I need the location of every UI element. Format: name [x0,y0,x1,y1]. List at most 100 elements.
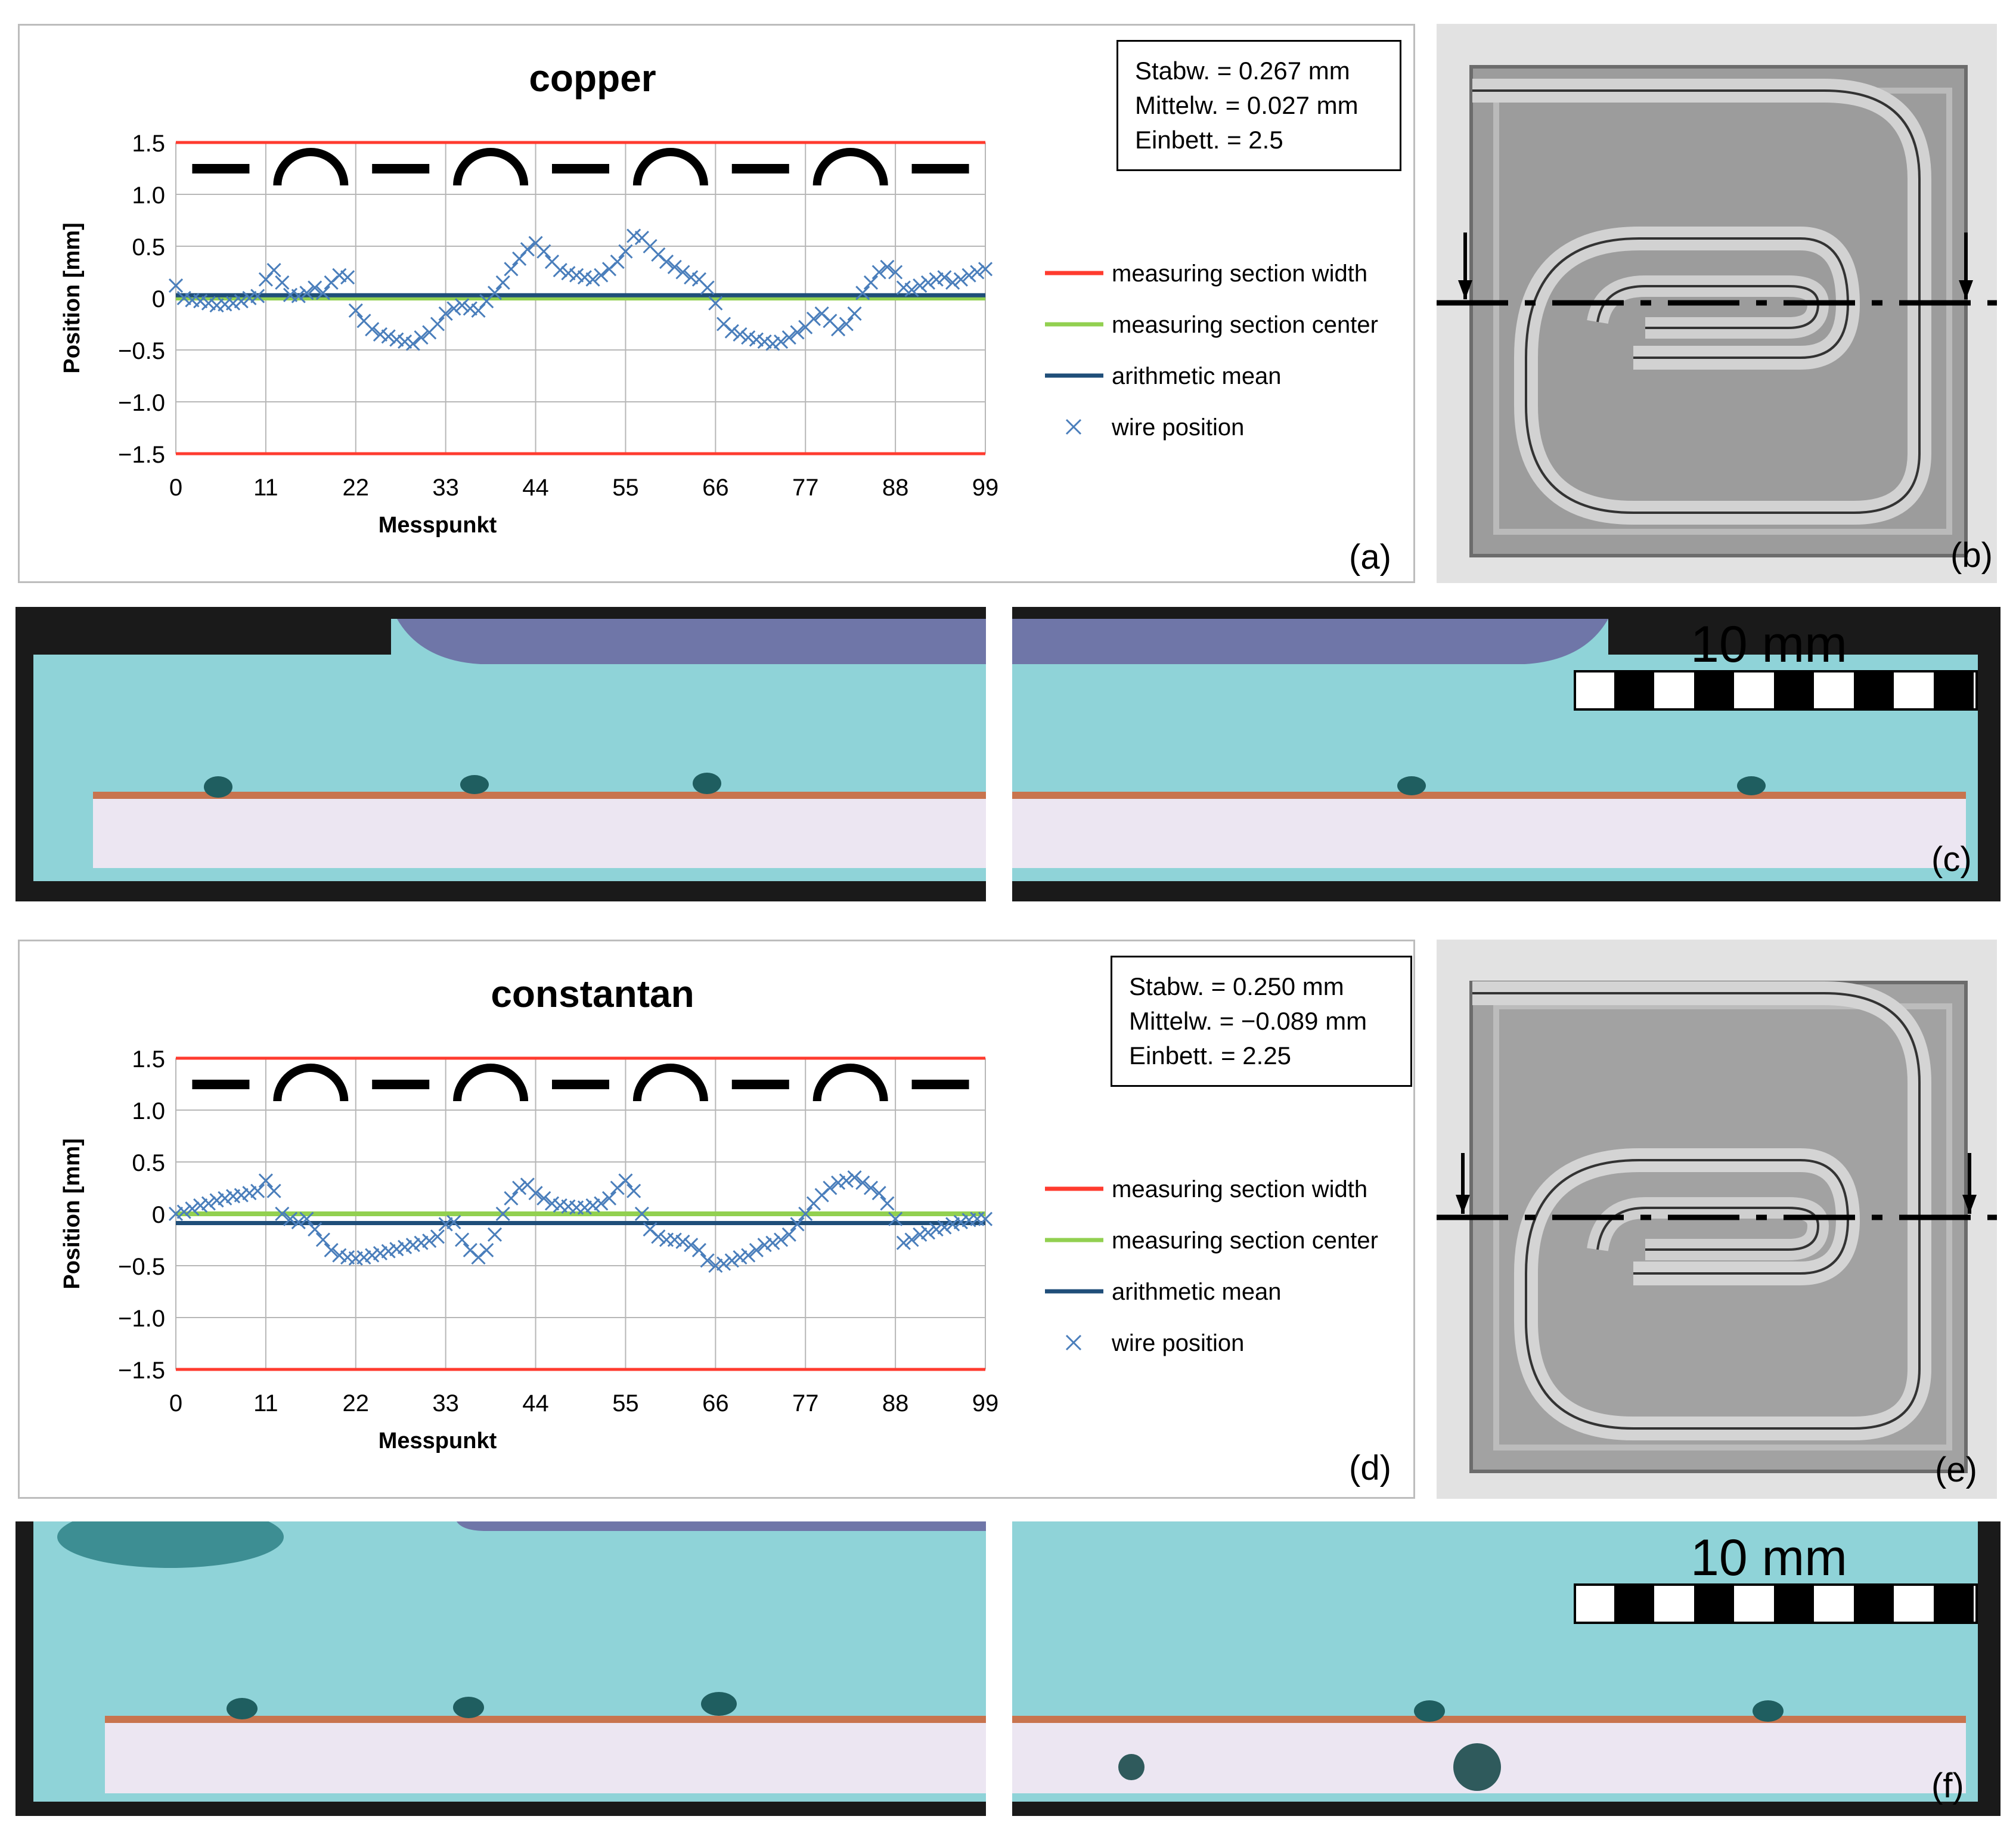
data-point [585,1198,600,1213]
data-point-stroke [594,268,609,283]
data-point-stroke [733,1250,748,1265]
data-point-stroke [315,286,330,300]
data-point [651,1229,666,1244]
stat-mittelw: Mittelw. = 0.027 mm [1135,91,1359,119]
data-point-stroke [667,1232,682,1247]
data-point [806,311,821,326]
data-point-stroke [953,272,968,287]
photo-top-view-constantan: (e) [1437,940,1997,1499]
data-point-stroke [806,311,821,326]
x-tick-label: 22 [343,475,370,501]
data-point [913,1227,928,1242]
data-point-stroke [651,1229,666,1244]
panel-label-c: (c) [1931,840,1972,879]
data-point [871,265,886,280]
legend-swatch-wire [1065,1334,1082,1351]
panel-label-e: (e) [1935,1451,1977,1489]
data-point-stroke [544,1196,560,1211]
data-point [389,332,404,347]
data-point-stroke [920,1225,936,1240]
data-point [765,1235,780,1250]
data-point-stroke [871,1186,886,1201]
data-point [970,265,985,280]
data-point-stroke [618,1173,633,1188]
data-point-stroke [831,1175,846,1190]
data-point-stroke [446,1214,461,1229]
x-tick-label: 66 [702,1390,729,1417]
data-point-stroke [553,262,567,278]
y-tick-label: −1.0 [118,1306,165,1332]
photo-cross-section-copper-right: 10 mm (c) [1012,607,2001,901]
data-point [291,1214,306,1229]
data-point-stroke [520,242,535,257]
data-point-stroke [863,1180,879,1195]
data-point-stroke [250,1183,265,1198]
y-tick-label: −1.5 [118,1357,165,1384]
data-point [716,1256,731,1271]
data-point [855,286,870,300]
data-point-stroke [193,294,208,309]
data-point [880,1196,895,1211]
data-point-stroke [389,1242,404,1257]
chart-title: copper [529,57,656,100]
data-point [373,327,387,342]
data-point [577,1200,592,1215]
data-point-stroke [667,259,682,274]
data-point-stroke [283,1211,298,1226]
data-point-stroke [953,1214,968,1229]
data-point-stroke [774,334,789,349]
data-point [757,1238,772,1253]
data-point-stroke [814,306,829,321]
data-point [487,1227,503,1242]
data-point-stroke [790,325,805,340]
data-point-stroke [626,1183,641,1198]
x-tick-label: 66 [702,475,729,501]
data-point [675,1234,690,1250]
data-point [781,330,796,345]
data-point [790,1217,805,1232]
data-point-stroke [381,329,396,344]
data-point [896,1235,911,1250]
data-point-stroke [929,272,944,287]
data-point [774,334,789,349]
data-point [855,1175,870,1190]
x-tick-label: 99 [972,1390,999,1417]
data-point [871,1186,886,1201]
data-point-stroke [332,1248,347,1263]
data-point [904,283,919,297]
data-point [610,255,625,269]
data-point-stroke [765,336,780,351]
data-point [299,286,314,300]
y-tick-label: −0.5 [118,1254,165,1280]
data-point-stroke [757,1238,772,1253]
data-point [626,228,641,243]
data-point [381,1244,396,1259]
data-point-stroke [512,1180,527,1195]
y-axis-label: Position [mm] [60,222,85,373]
data-point [929,1222,944,1237]
segment-arc-symbol [273,148,349,186]
data-point [675,265,690,280]
data-point [945,275,960,290]
data-point-stroke [356,314,371,328]
data-point-stroke [242,290,257,306]
data-point-stroke [634,1206,649,1222]
data-point-stroke [896,1235,911,1250]
data-point [937,270,952,285]
x-tick-label: 88 [882,475,909,501]
x-tick-label: 11 [253,1390,278,1417]
scale-bar-label: 10 mm [1691,616,1847,673]
data-point [332,268,347,283]
data-point-stroke [398,1239,412,1254]
data-point [266,262,281,278]
x-tick-label: 0 [169,475,182,501]
data-point-stroke [414,1235,429,1250]
data-point-stroke [765,1235,780,1250]
data-point-stroke [749,1242,764,1257]
data-point [291,289,306,303]
data-point [201,296,216,311]
x-tick-label: 33 [432,475,459,501]
data-point-stroke [234,294,249,309]
data-point [561,266,576,281]
data-point [790,325,805,340]
